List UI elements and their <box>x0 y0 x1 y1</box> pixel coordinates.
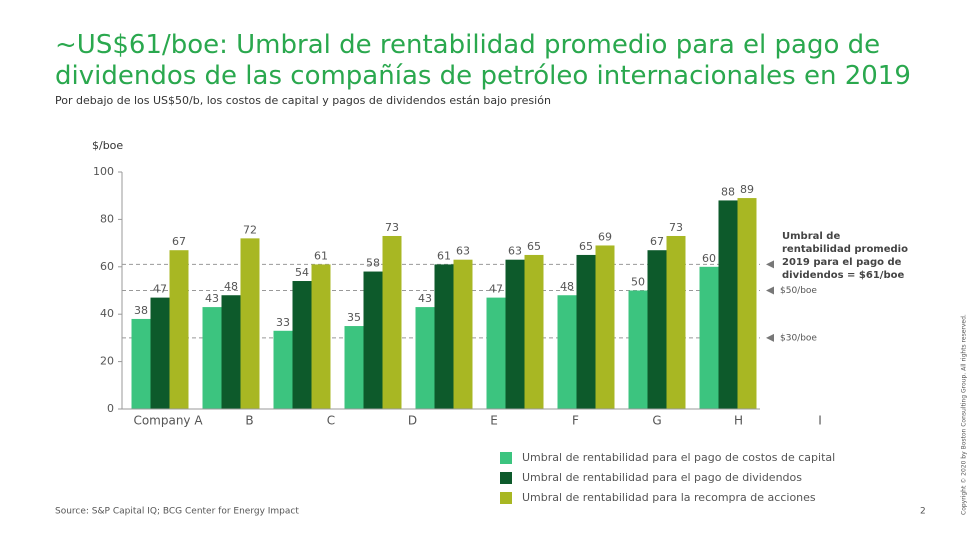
legend-label: Umbral de rentabilidad para el pago de c… <box>522 451 835 464</box>
value-label: 33 <box>276 316 290 329</box>
bar <box>131 318 151 409</box>
bar <box>169 250 189 409</box>
value-label: 67 <box>172 235 186 248</box>
value-label: 48 <box>224 280 238 293</box>
page-number: 2 <box>920 507 926 517</box>
y-tick-label: 60 <box>100 260 114 273</box>
x-tick-label: F <box>572 414 579 428</box>
bar <box>595 245 615 409</box>
value-label: 65 <box>527 240 541 253</box>
bar <box>628 290 648 409</box>
value-label: 43 <box>418 292 432 305</box>
value-label: 69 <box>598 230 612 243</box>
bar <box>382 235 402 409</box>
legend-swatch <box>500 472 512 484</box>
value-label: 61 <box>437 249 451 262</box>
y-tick-label: 0 <box>107 402 114 415</box>
bar <box>557 295 577 409</box>
reference-annotation: Umbral de rentabilidad promedio 2019 par… <box>782 231 908 281</box>
title: ~US$61/boe: Umbral de rentabilidad prome… <box>55 30 911 91</box>
value-label: 50 <box>631 276 645 289</box>
x-tick-label: Company A <box>133 414 203 428</box>
bar <box>292 281 312 409</box>
bar <box>647 250 667 409</box>
reference-arrow <box>766 286 774 295</box>
x-tick-label: E <box>490 414 498 428</box>
reference-label: $30/boe <box>780 333 817 343</box>
reference-label: $50/boe <box>780 286 817 296</box>
x-tick-label: D <box>408 414 417 428</box>
value-label: 47 <box>489 283 503 296</box>
reference-arrow <box>766 260 774 269</box>
subtitle: Por debajo de los US$50/b, los costos de… <box>55 94 551 107</box>
value-label: 38 <box>134 304 148 317</box>
value-label: 43 <box>205 292 219 305</box>
bar <box>150 297 170 409</box>
bar <box>434 264 454 409</box>
value-label: 35 <box>347 311 361 324</box>
y-axis-label: $/boe <box>92 139 123 152</box>
bar <box>344 326 364 409</box>
value-label: 65 <box>579 240 593 253</box>
x-tick-label: B <box>245 414 253 428</box>
value-label: 54 <box>295 266 309 279</box>
value-label: 48 <box>560 280 574 293</box>
y-tick-label: 100 <box>93 165 114 178</box>
x-tick-label: G <box>652 414 661 428</box>
x-tick-label: C <box>327 414 335 428</box>
value-label: 89 <box>740 183 754 196</box>
bar <box>273 330 293 409</box>
x-tick-label: H <box>734 414 743 428</box>
value-label: 63 <box>456 245 470 258</box>
bar <box>202 307 222 409</box>
bar <box>505 259 525 409</box>
value-label: 67 <box>650 235 664 248</box>
bar <box>240 238 260 409</box>
value-label: 47 <box>153 283 167 296</box>
value-label: 73 <box>669 221 683 234</box>
bar <box>699 266 719 409</box>
value-label: 63 <box>508 245 522 258</box>
value-label: 88 <box>721 185 735 198</box>
bar <box>718 200 738 409</box>
bar <box>453 259 473 409</box>
bar <box>666 235 686 409</box>
y-tick-label: 80 <box>100 212 114 225</box>
legend-label: Umbral de rentabilidad para el pago de d… <box>522 471 802 484</box>
source: Source: S&P Capital IQ; BCG Center for E… <box>55 507 299 517</box>
copyright: Copyright © 2020 by Boston Consulting Gr… <box>961 314 968 515</box>
bar <box>311 264 331 409</box>
value-label: 61 <box>314 249 328 262</box>
legend-swatch <box>500 492 512 504</box>
bar <box>486 297 506 409</box>
reference-arrow <box>766 333 774 342</box>
x-tick-label: I <box>818 414 822 428</box>
y-tick-label: 40 <box>100 307 114 320</box>
bar <box>221 295 241 409</box>
legend-label: Umbral de rentabilidad para la recompra … <box>522 491 816 504</box>
bar <box>415 307 435 409</box>
value-label: 73 <box>385 221 399 234</box>
y-tick-label: 20 <box>100 355 114 368</box>
bar <box>576 254 596 409</box>
legend-swatch <box>500 452 512 464</box>
bar <box>524 254 544 409</box>
value-label: 72 <box>243 223 257 236</box>
bar <box>363 271 383 409</box>
value-label: 58 <box>366 257 380 270</box>
bar <box>737 198 757 409</box>
value-label: 60 <box>702 252 716 265</box>
